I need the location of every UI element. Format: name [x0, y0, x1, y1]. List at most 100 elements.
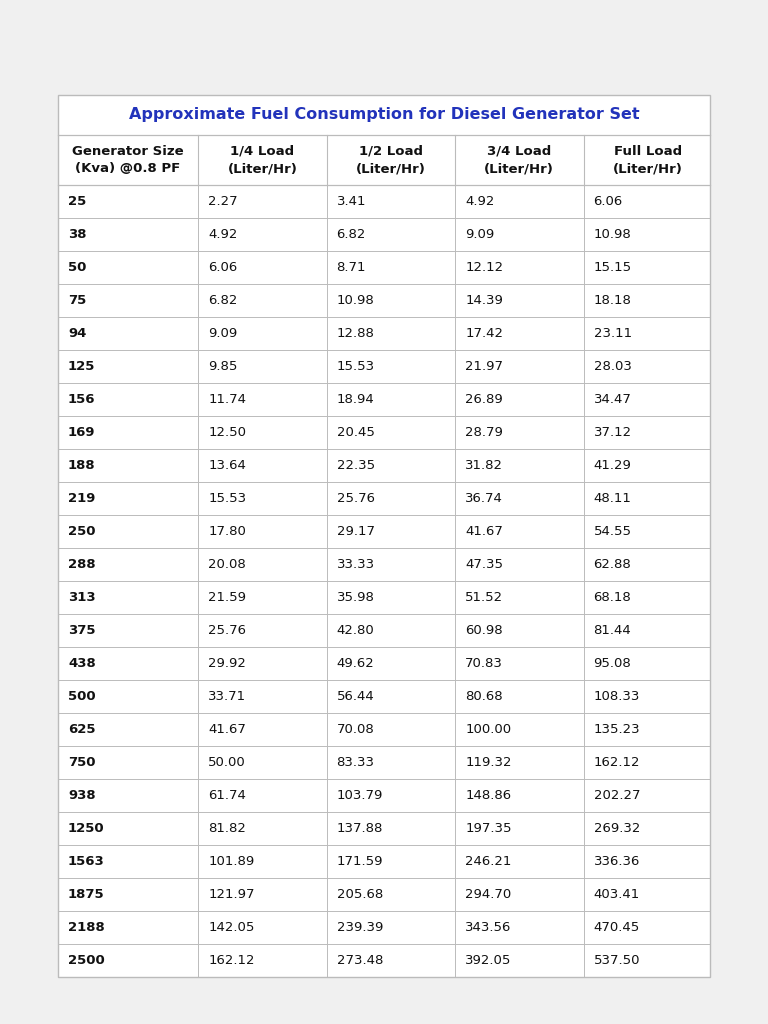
Text: 81.44: 81.44 [594, 624, 631, 637]
Text: 21.97: 21.97 [465, 360, 503, 373]
Text: 12.88: 12.88 [336, 327, 375, 340]
Text: 2188: 2188 [68, 921, 104, 934]
Text: 1250: 1250 [68, 822, 104, 835]
Text: 25: 25 [68, 195, 86, 208]
Text: 26.89: 26.89 [465, 393, 503, 406]
Text: Full Load
(Liter/Hr): Full Load (Liter/Hr) [613, 145, 683, 175]
Text: 13.64: 13.64 [208, 459, 246, 472]
Text: 108.33: 108.33 [594, 690, 640, 703]
Text: 38: 38 [68, 228, 87, 241]
Text: Approximate Fuel Consumption for Diesel Generator Set: Approximate Fuel Consumption for Diesel … [129, 108, 639, 123]
Bar [58, 95, 710, 977]
Text: 100.00: 100.00 [465, 723, 511, 736]
Text: 95.08: 95.08 [594, 657, 631, 670]
Text: 49.62: 49.62 [336, 657, 374, 670]
Text: 36.74: 36.74 [465, 492, 503, 505]
Text: 2.27: 2.27 [208, 195, 238, 208]
Text: 21.59: 21.59 [208, 591, 247, 604]
Text: 42.80: 42.80 [336, 624, 374, 637]
Text: 313: 313 [68, 591, 96, 604]
Text: 41.29: 41.29 [594, 459, 631, 472]
Text: 288: 288 [68, 558, 96, 571]
Text: 3.41: 3.41 [336, 195, 366, 208]
Text: 60.98: 60.98 [465, 624, 503, 637]
Text: Generator Size
(Kva) @0.8 PF: Generator Size (Kva) @0.8 PF [72, 145, 184, 175]
Text: 2500: 2500 [68, 954, 104, 967]
Text: 29.92: 29.92 [208, 657, 246, 670]
Text: 48.11: 48.11 [594, 492, 631, 505]
Text: 169: 169 [68, 426, 95, 439]
Text: 101.89: 101.89 [208, 855, 254, 868]
Text: 121.97: 121.97 [208, 888, 255, 901]
Text: 375: 375 [68, 624, 95, 637]
Text: 50: 50 [68, 261, 86, 274]
Text: 246.21: 246.21 [465, 855, 511, 868]
Text: 51.52: 51.52 [465, 591, 503, 604]
Text: 250: 250 [68, 525, 95, 538]
Text: 8.71: 8.71 [336, 261, 366, 274]
Text: 15.53: 15.53 [336, 360, 375, 373]
Text: 938: 938 [68, 790, 96, 802]
Text: 70.83: 70.83 [465, 657, 503, 670]
Text: 12.12: 12.12 [465, 261, 503, 274]
Text: 50.00: 50.00 [208, 756, 246, 769]
Text: 1875: 1875 [68, 888, 104, 901]
Text: 4.92: 4.92 [208, 228, 237, 241]
Text: 17.80: 17.80 [208, 525, 246, 538]
Text: 10.98: 10.98 [336, 294, 374, 307]
Text: 171.59: 171.59 [336, 855, 383, 868]
Text: 18.94: 18.94 [336, 393, 374, 406]
Text: 25.76: 25.76 [336, 492, 375, 505]
Text: 34.47: 34.47 [594, 393, 631, 406]
Text: 148.86: 148.86 [465, 790, 511, 802]
Text: 1/4 Load
(Liter/Hr): 1/4 Load (Liter/Hr) [227, 145, 297, 175]
Text: 336.36: 336.36 [594, 855, 640, 868]
Text: 20.08: 20.08 [208, 558, 246, 571]
Text: 80.68: 80.68 [465, 690, 503, 703]
Text: 273.48: 273.48 [336, 954, 383, 967]
Text: 4.92: 4.92 [465, 195, 495, 208]
Text: 47.35: 47.35 [465, 558, 503, 571]
Text: 18.18: 18.18 [594, 294, 631, 307]
Text: 162.12: 162.12 [594, 756, 640, 769]
Text: 10.98: 10.98 [594, 228, 631, 241]
Text: 197.35: 197.35 [465, 822, 511, 835]
Text: 294.70: 294.70 [465, 888, 511, 901]
Text: 1563: 1563 [68, 855, 104, 868]
Text: 202.27: 202.27 [594, 790, 640, 802]
Text: 94: 94 [68, 327, 86, 340]
Text: 23.11: 23.11 [594, 327, 631, 340]
Text: 81.82: 81.82 [208, 822, 246, 835]
Text: 103.79: 103.79 [336, 790, 383, 802]
Text: 15.15: 15.15 [594, 261, 631, 274]
Text: 625: 625 [68, 723, 95, 736]
Text: 33.33: 33.33 [336, 558, 375, 571]
Text: 12.50: 12.50 [208, 426, 247, 439]
Text: 14.39: 14.39 [465, 294, 503, 307]
Text: 6.82: 6.82 [336, 228, 366, 241]
Text: 6.06: 6.06 [594, 195, 623, 208]
Text: 56.44: 56.44 [336, 690, 374, 703]
Text: 9.09: 9.09 [465, 228, 495, 241]
Text: 125: 125 [68, 360, 95, 373]
Text: 28.79: 28.79 [465, 426, 503, 439]
Text: 83.33: 83.33 [336, 756, 375, 769]
Text: 41.67: 41.67 [465, 525, 503, 538]
Text: 156: 156 [68, 393, 95, 406]
Text: 119.32: 119.32 [465, 756, 511, 769]
Text: 3/4 Load
(Liter/Hr): 3/4 Load (Liter/Hr) [485, 145, 554, 175]
Text: 470.45: 470.45 [594, 921, 640, 934]
Text: 9.09: 9.09 [208, 327, 237, 340]
Text: 17.42: 17.42 [465, 327, 503, 340]
Text: 188: 188 [68, 459, 96, 472]
Text: 162.12: 162.12 [208, 954, 255, 967]
Text: 41.67: 41.67 [208, 723, 246, 736]
Text: 500: 500 [68, 690, 96, 703]
Text: 75: 75 [68, 294, 86, 307]
Text: 403.41: 403.41 [594, 888, 640, 901]
Text: 9.85: 9.85 [208, 360, 237, 373]
Text: 25.76: 25.76 [208, 624, 247, 637]
Text: 438: 438 [68, 657, 96, 670]
Text: 269.32: 269.32 [594, 822, 640, 835]
Text: 205.68: 205.68 [336, 888, 383, 901]
